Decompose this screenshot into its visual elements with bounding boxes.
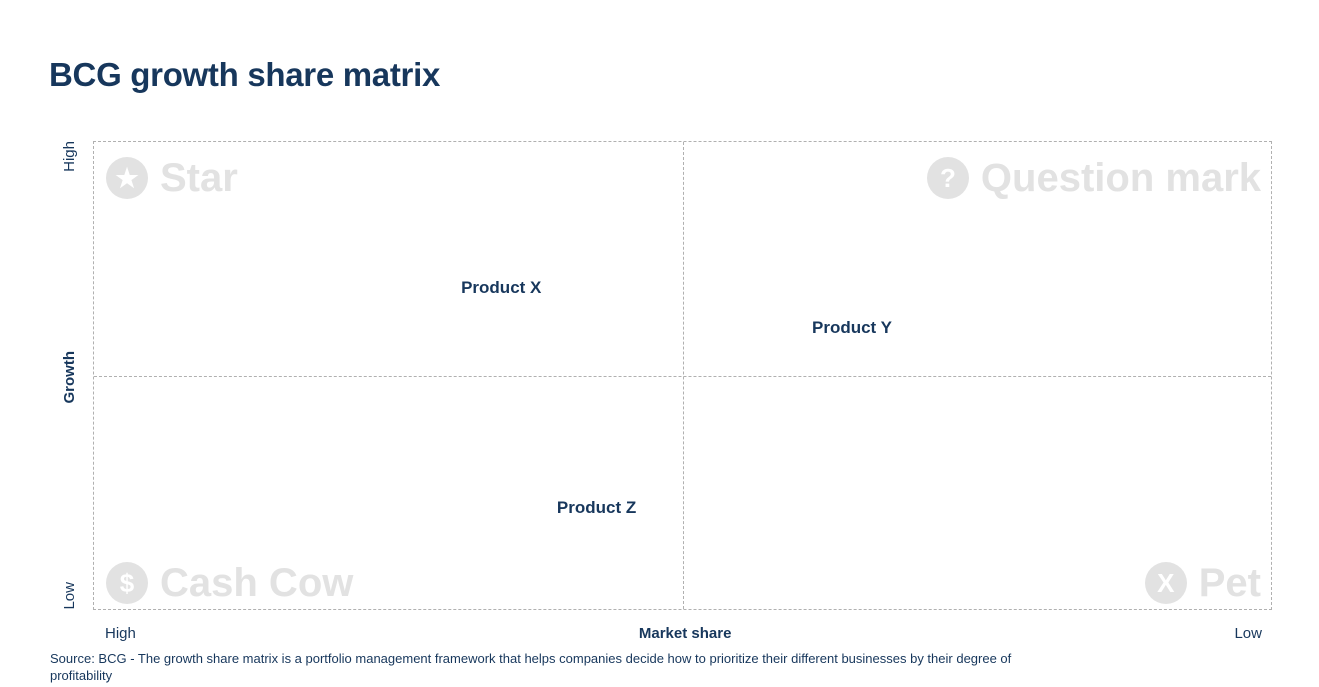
x-axis-low-label: Low — [1234, 625, 1262, 642]
dollar-icon: $ — [106, 562, 148, 604]
source-note: Source: BCG - The growth share matrix is… — [50, 651, 1012, 684]
x-axis-title: Market share — [638, 625, 732, 642]
product-point: Product Y — [811, 318, 892, 338]
x-axis-high-label: High — [105, 625, 136, 642]
quadrant-question-mark-label: Question mark — [980, 156, 1261, 200]
page-title: BCG growth share matrix — [49, 56, 441, 93]
x-icon: X — [1144, 562, 1187, 604]
quadrant-star: ★ Star — [106, 157, 238, 199]
star-icon: ★ — [106, 157, 148, 199]
bcg-matrix: ★ Star ? Question mark $ Cash Cow X Pet … — [93, 141, 1272, 610]
quadrant-pet: X Pet — [1144, 561, 1261, 605]
question-mark-icon: ? — [926, 157, 969, 199]
quadrant-star-label: Star — [160, 156, 238, 200]
x-axis: High Market share Low — [93, 625, 1272, 642]
quadrant-pet-label: Pet — [1198, 561, 1261, 605]
quadrant-cash-cow-label: Cash Cow — [160, 561, 354, 605]
y-axis-high-label: High — [60, 141, 78, 172]
y-axis-title: Growth — [60, 350, 78, 404]
product-point: Product Z — [556, 497, 637, 517]
y-axis: High Growth Low — [52, 141, 86, 610]
quadrant-cash-cow: $ Cash Cow — [106, 562, 353, 604]
quadrant-question-mark: ? Question mark — [926, 156, 1261, 200]
horizontal-divider-line — [94, 375, 1271, 377]
product-point: Product X — [461, 278, 542, 298]
y-axis-low-label: Low — [60, 582, 78, 610]
